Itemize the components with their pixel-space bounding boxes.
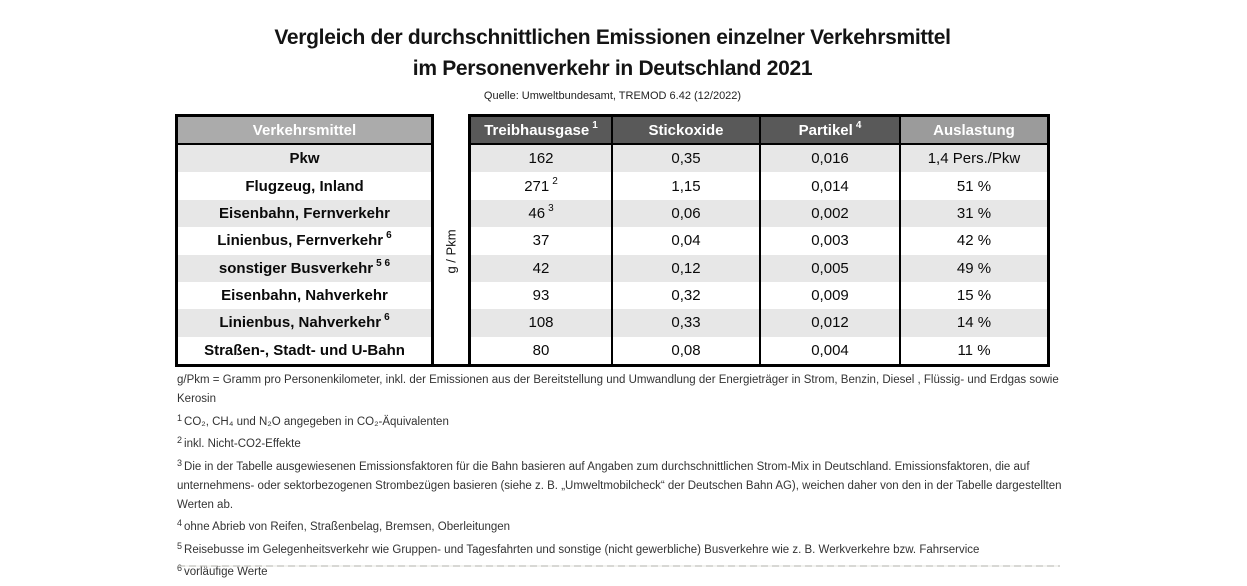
table-row: 37 0,04 0,003 42 % (471, 227, 1047, 255)
column-header-auslastung: Auslastung (901, 117, 1047, 143)
cell-auslastung: 15 % (956, 287, 992, 305)
column-header-partikel: Partikel 4 (761, 117, 901, 143)
cell-stickoxide: 0,35 (613, 145, 761, 173)
table-row: 162 0,35 0,016 1,4 Pers./Pkw (471, 145, 1047, 173)
column-header-treibhausgase: Treibhausgase 1 (471, 117, 613, 143)
table-row: 108 0,33 0,012 14 % (471, 309, 1047, 337)
cell-treibhausgase: 37 (471, 227, 613, 255)
cell-partikel: 0,009 (761, 281, 901, 310)
unit-label-wrap: g / Pkm (434, 142, 468, 361)
footnote-3: 3 Die in der Tabelle ausgewiesenen Emissi… (177, 457, 1062, 511)
cell-stickoxide: 0,08 (613, 336, 761, 364)
column-header-verkehrsmittel: Verkehrsmittel (178, 117, 431, 143)
cell-treibhausgase: 42 (471, 254, 613, 282)
footnote-unit-definition: g/Pkm = Gramm pro Personenkilometer, ink… (177, 374, 1059, 405)
cell-auslastung: 49 % (956, 259, 992, 277)
cell-auslastung: 11 % (957, 341, 991, 359)
row-label: Linienbus, Nahverkehr (219, 314, 382, 332)
cell-treibhausgase: 108 (471, 309, 613, 337)
cell-auslastung: 51 % (956, 177, 992, 195)
cell-partikel: 0,004 (761, 336, 901, 364)
column-header-stickoxide: Stickoxide (613, 117, 761, 143)
cell-treibhausgase: 271 2 (471, 172, 613, 200)
row-label-sup: 5 6 (376, 257, 391, 269)
cell-auslastung: 31 % (956, 204, 992, 222)
cell-partikel: 0,005 (761, 254, 901, 282)
table-row: Pkw (178, 145, 431, 173)
cell-stickoxide: 0,12 (613, 254, 761, 282)
table-row: sonstiger Busverkehr 5 6 (178, 254, 431, 282)
row-label: Pkw (289, 150, 320, 168)
row-label: Eisenbahn, Fernverkehr (219, 204, 390, 222)
source-caption: Quelle: Umweltbundesamt, TREMOD 6.42 (12… (483, 90, 742, 102)
cell-partikel: 0,003 (761, 227, 901, 255)
title-block: Vergleich der durchschnittlichen Emissio… (0, 0, 1225, 102)
footnote-1: 1 CO₂, CH₄ und N₂O angegeben in CO₂-Äquiv… (177, 412, 449, 428)
footnote-2: 2 inkl. Nicht-CO2-Effekte (177, 435, 301, 450)
unit-label-g-pkm: g / Pkm (443, 229, 459, 274)
table-row: Eisenbahn, Fernverkehr (178, 199, 431, 228)
mode-rows: Pkw Flugzeug, Inland Eisenbahn, Fernverk… (178, 145, 431, 364)
data-header-row: Treibhausgase 1 Stickoxide Partikel 4 Ausl… (471, 117, 1047, 145)
column-header-sup: 1 (592, 119, 598, 131)
cell-stickoxide: 0,04 (613, 227, 761, 255)
table-row: 46 3 0,06 0,002 31 % (471, 199, 1047, 228)
cell-stickoxide: 0,06 (613, 199, 761, 228)
cell-auslastung: 14 % (956, 314, 992, 332)
cell-partikel: 0,016 (761, 145, 901, 173)
cell-treibhausgase: 93 (471, 281, 613, 310)
cell-treibhausgase: 80 (471, 336, 613, 364)
cell-stickoxide: 1,15 (613, 172, 761, 200)
page-title-line-2: im Personenverkehr in Deutschland 2021 (412, 57, 813, 80)
footnote-4: 4 ohne Abrieb von Reifen, Straßenbelag, B… (177, 518, 511, 533)
emissions-table: Verkehrsmittel Pkw Flugzeug, Inland Eise… (175, 114, 1050, 367)
table-row: 42 0,12 0,005 49 % (471, 254, 1047, 282)
cell-partikel: 0,012 (761, 309, 901, 337)
table-row: 80 0,08 0,004 11 % (471, 336, 1047, 364)
row-label-sup: 6 (386, 230, 392, 242)
row-label: sonstiger Busverkehr (218, 259, 374, 277)
cell-treibhausgase: 46 3 (471, 199, 613, 228)
mode-header-row: Verkehrsmittel (178, 117, 431, 145)
row-label: Flugzeug, Inland (245, 177, 364, 195)
footnote-5: 5 Reisebusse im Gelegenheitsverkehr wie G… (177, 540, 980, 556)
row-label-sup: 6 (384, 312, 390, 324)
cell-partikel: 0,002 (761, 199, 901, 228)
row-label: Eisenbahn, Nahverkehr (221, 287, 388, 305)
truncated-bottom-line (178, 565, 1060, 567)
column-header-sup: 4 (855, 119, 862, 131)
footnotes-block: g/Pkm = Gramm pro Personenkilometer, ink… (177, 371, 1062, 586)
table-row: 93 0,32 0,009 15 % (471, 281, 1047, 310)
row-label: Straßen-, Stadt- und U-Bahn (204, 341, 405, 359)
data-column-block: Treibhausgase 1 Stickoxide Partikel 4 Ausl… (468, 114, 1050, 367)
mode-column-block: Verkehrsmittel Pkw Flugzeug, Inland Eise… (175, 114, 434, 367)
cell-stickoxide: 0,32 (613, 281, 761, 310)
cell-stickoxide: 0,33 (613, 309, 761, 337)
table-row: Flugzeug, Inland (178, 172, 431, 199)
data-rows: 162 0,35 0,016 1,4 Pers./Pkw 271 2 1,15 0… (471, 145, 1047, 364)
page-title-line-1: Vergleich der durchschnittlichen Emissio… (274, 26, 951, 49)
table-row: Eisenbahn, Nahverkehr (178, 282, 431, 309)
table-row: Linienbus, Fernverkehr 6 (178, 227, 431, 254)
cell-auslastung: 1,4 Pers./Pkw (927, 150, 1021, 168)
row-label: Linienbus, Fernverkehr (217, 232, 384, 250)
table-row: Straßen-, Stadt- und U-Bahn (178, 337, 431, 364)
cell-treibhausgase: 162 (471, 145, 613, 173)
cell-partikel: 0,014 (761, 172, 901, 200)
cell-auslastung: 42 % (956, 232, 992, 250)
table-row: 271 2 1,15 0,014 51 % (471, 172, 1047, 200)
table-row: Linienbus, Nahverkehr 6 (178, 309, 431, 337)
unit-column: g / Pkm (434, 114, 468, 367)
